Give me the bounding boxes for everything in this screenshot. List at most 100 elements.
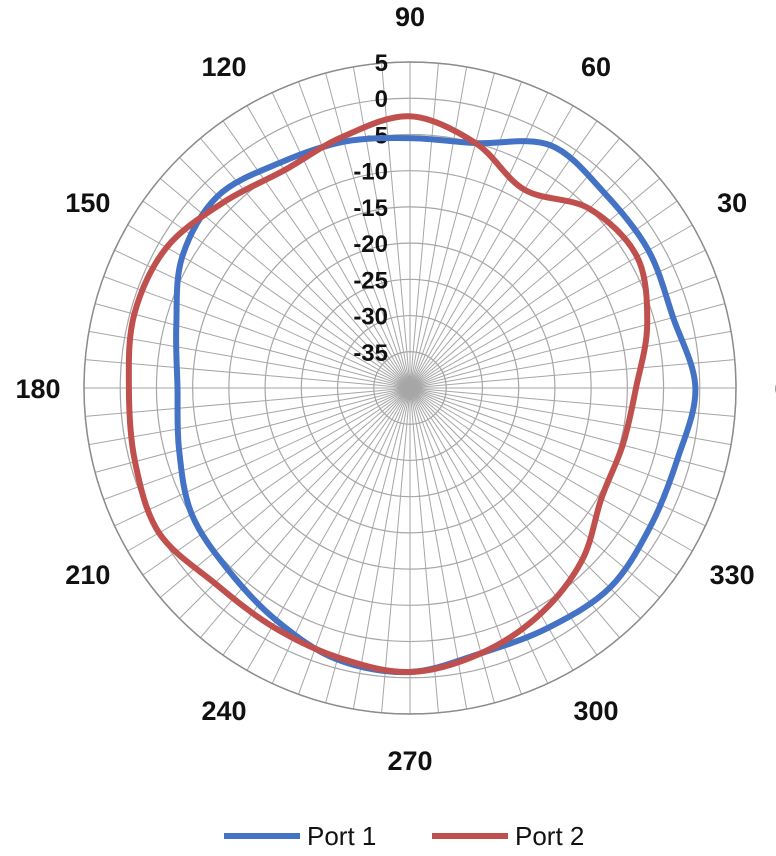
- data-point: [609, 587, 610, 588]
- spoke-line: [409, 387, 620, 639]
- angle-tick-label: 210: [65, 560, 110, 590]
- spoke-line: [409, 200, 678, 389]
- data-point: [342, 136, 343, 137]
- data-point: [228, 569, 229, 570]
- data-point: [695, 388, 696, 389]
- spoke-line: [409, 387, 678, 576]
- grid-ring: [228, 206, 592, 570]
- radial-tick-label: 0: [375, 86, 388, 113]
- angle-tick-label: 30: [717, 188, 747, 218]
- data-point: [284, 170, 285, 171]
- data-point: [176, 325, 177, 326]
- spoke-line: [114, 387, 411, 527]
- radial-tick-label: -35: [353, 340, 388, 367]
- polar-grid: [83, 61, 737, 715]
- spoke-line: [85, 387, 411, 417]
- spoke-line: [409, 387, 661, 598]
- spoke-line: [127, 224, 411, 389]
- spoke-line: [142, 387, 411, 576]
- spoke-line: [352, 387, 411, 710]
- data-point: [410, 138, 411, 139]
- spoke-line: [94, 303, 411, 389]
- spoke-line: [409, 387, 641, 619]
- radial-tick-label: -10: [353, 159, 388, 186]
- legend-label-port-1: Port 1: [307, 821, 376, 851]
- legend-label-port-2: Port 2: [515, 821, 584, 851]
- spoke-line: [409, 387, 693, 552]
- data-point: [134, 314, 135, 315]
- outer-ring: [83, 61, 737, 715]
- spoke-line: [179, 387, 411, 619]
- angle-tick-label: 90: [395, 2, 425, 32]
- spoke-line: [94, 387, 411, 473]
- data-point: [673, 317, 674, 318]
- data-point: [650, 526, 651, 527]
- angle-tick-label: 300: [573, 696, 618, 726]
- angle-tick-label: 270: [387, 746, 432, 776]
- spoke-line: [409, 387, 732, 446]
- spoke-line: [381, 387, 411, 713]
- spoke-line: [409, 387, 598, 656]
- series-layer: [125, 113, 699, 676]
- data-point: [177, 388, 178, 389]
- angular-axis-labels: 0 30 60 90 120 150 180 210 240 270 300 330: [15, 2, 776, 776]
- grid-ring: [155, 133, 665, 643]
- data-point: [135, 461, 136, 462]
- radial-axis-labels: 50-5-10-15-20-25-30-35: [353, 50, 388, 367]
- spoke-line: [409, 387, 439, 713]
- spoke-line: [409, 105, 574, 389]
- data-point: [540, 613, 541, 614]
- spoke-line: [409, 387, 706, 527]
- angle-tick-label: 330: [710, 560, 755, 590]
- data-point: [622, 445, 623, 446]
- grid-ring: [119, 97, 701, 679]
- data-point: [182, 256, 183, 257]
- grid-ring: [192, 170, 628, 606]
- spoke-line: [409, 157, 641, 389]
- spoke-line: [409, 387, 726, 473]
- spoke-line: [409, 81, 522, 389]
- angle-tick-label: 240: [201, 696, 246, 726]
- data-point: [337, 657, 338, 658]
- spoke-line: [409, 72, 495, 389]
- data-point: [648, 250, 649, 251]
- data-point: [637, 256, 638, 257]
- radial-tick-label: -25: [353, 267, 388, 294]
- radial-tick-label: -15: [353, 195, 388, 222]
- spoke-line: [409, 249, 706, 389]
- data-point: [647, 324, 648, 325]
- data-point: [677, 459, 678, 460]
- spoke-line: [246, 105, 411, 389]
- spoke-line: [298, 387, 411, 695]
- data-point: [344, 141, 345, 142]
- spoke-line: [409, 359, 735, 389]
- spoke-line: [409, 387, 717, 500]
- data-point: [582, 560, 583, 561]
- data-point: [179, 449, 180, 450]
- grid-ring: [264, 242, 556, 534]
- spoke-line: [271, 92, 411, 389]
- data-point: [475, 143, 476, 144]
- data-point: [604, 193, 605, 194]
- spoke-line: [88, 330, 411, 389]
- data-point: [601, 498, 602, 499]
- data-point: [410, 116, 411, 117]
- data-point: [166, 247, 167, 248]
- spoke-line: [409, 224, 693, 389]
- angle-tick-label: 60: [581, 52, 611, 82]
- spoke-line: [409, 120, 598, 389]
- spoke-line: [246, 387, 411, 671]
- spoke-line: [409, 63, 439, 389]
- angle-tick-label: 180: [15, 374, 60, 404]
- spoke-line: [409, 66, 468, 389]
- angle-tick-label: 0: [774, 374, 776, 404]
- spoke-line: [103, 276, 411, 389]
- data-point: [214, 583, 215, 584]
- data-point: [191, 514, 192, 515]
- data-point: [524, 189, 525, 190]
- spoke-line: [409, 387, 468, 710]
- spoke-line: [409, 303, 726, 389]
- grid-ring: [373, 351, 447, 425]
- data-point: [548, 627, 549, 628]
